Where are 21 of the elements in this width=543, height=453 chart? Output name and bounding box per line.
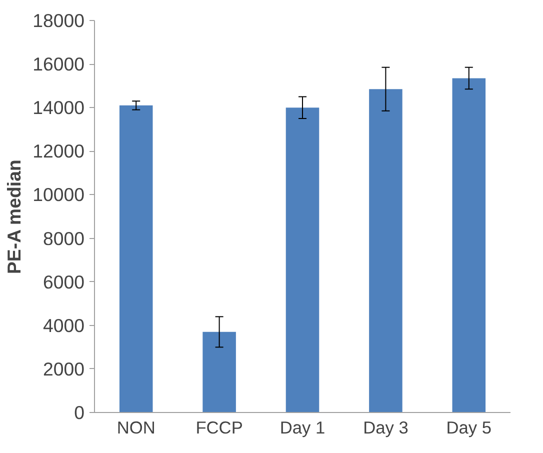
bar	[452, 78, 486, 412]
bar	[286, 108, 320, 412]
x-tick-label: NON	[116, 418, 156, 438]
y-tick-label: 14000	[32, 97, 85, 118]
y-axis-title: PE-A median	[4, 160, 25, 274]
y-tick-label: 8000	[42, 228, 85, 249]
bar	[202, 332, 236, 412]
y-tick-label: 0	[74, 402, 85, 423]
y-tick-label: 18000	[32, 10, 85, 31]
y-tick-label: 6000	[42, 271, 85, 292]
y-tick-label: 12000	[32, 140, 85, 162]
bar	[369, 89, 402, 412]
y-tick-label: 10000	[32, 184, 85, 206]
y-tick-label: 2000	[42, 358, 85, 380]
x-tick-label: Day 5	[446, 418, 492, 438]
x-tick-label: Day 1	[280, 418, 326, 438]
y-tick-label: 16000	[32, 54, 85, 75]
x-tick-label: Day 3	[363, 418, 408, 438]
y-tick-label: 4000	[42, 314, 85, 336]
bar	[119, 105, 153, 412]
x-tick-label: FCCP	[196, 418, 243, 438]
